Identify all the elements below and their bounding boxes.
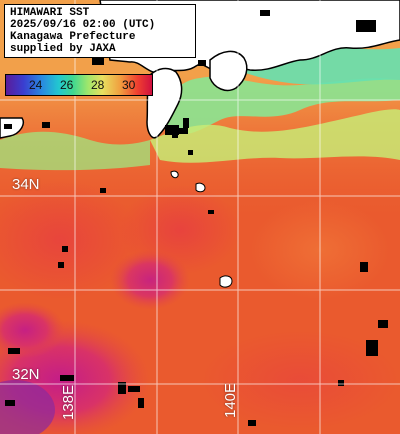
info-panel: HIMAWARI SST 2025/09/16 02:00 (UTC) Kana… [4,4,196,58]
legend-label-30: 30 [122,78,136,92]
longitude-label-140e: 140E [222,382,239,418]
latitude-label-34n: 34N [12,176,40,193]
legend-gradient [6,75,152,95]
cool-water-zone [150,76,400,135]
land-izu [146,67,183,139]
temperature-color-legend: 24 26 28 30 [5,74,153,96]
island [170,170,179,179]
longitude-label-138e: 138E [60,384,77,420]
data-credit: supplied by JAXA [10,43,116,55]
island [195,182,206,193]
cloud-mask [4,10,388,426]
legend-label-28: 28 [91,78,105,92]
region-name: Kanagawa Prefecture [10,31,136,43]
cool-water-zone [150,109,400,163]
legend-label-24: 24 [29,78,43,92]
island [219,275,233,288]
latitude-label-32n: 32N [12,366,40,383]
dataset-title: HIMAWARI SST [10,7,90,19]
timestamp: 2025/09/16 02:00 (UTC) [10,19,156,31]
legend-label-26: 26 [60,78,74,92]
